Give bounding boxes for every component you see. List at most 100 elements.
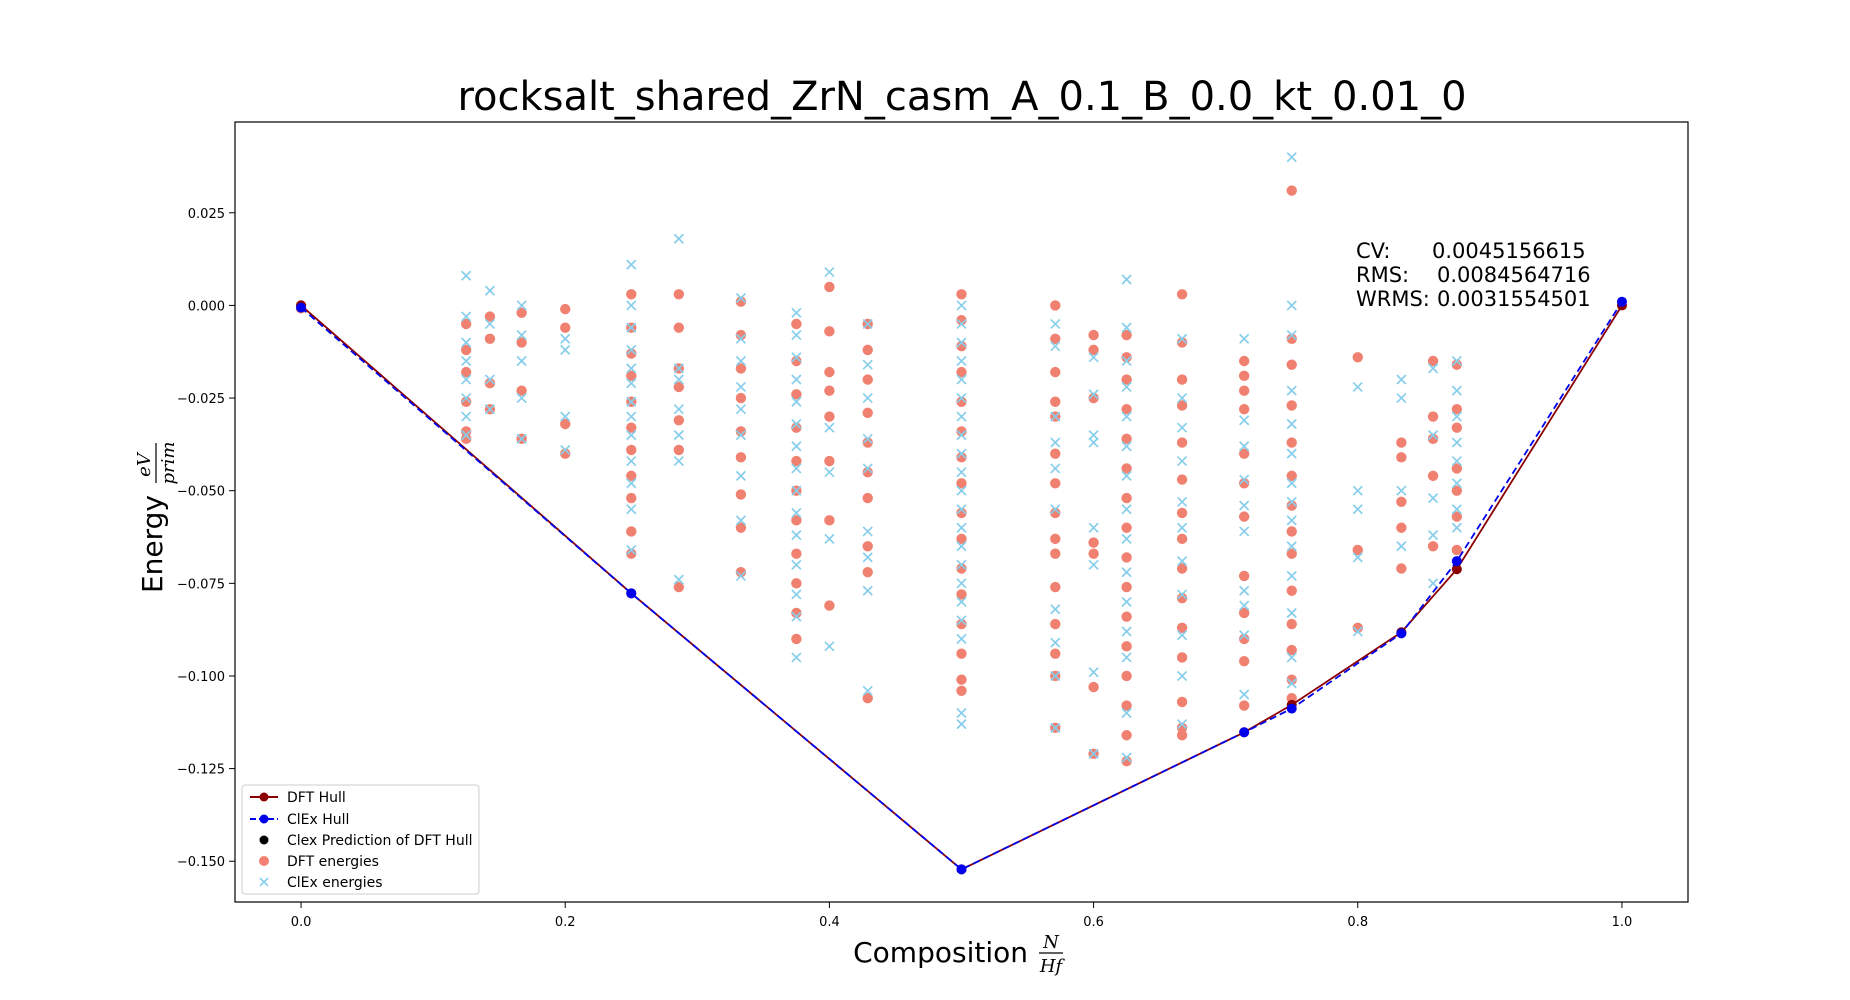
dft-energy-point	[1238, 370, 1250, 382]
dft-energy-point	[673, 289, 685, 300]
dft-energy-point	[1121, 730, 1132, 741]
clex-energy-point	[484, 374, 496, 385]
clex-energy-point	[461, 311, 472, 322]
clex-energy-point	[461, 270, 472, 281]
dft-energy-point	[1286, 359, 1297, 370]
dft-energy-point	[1286, 674, 1297, 685]
legend-dft-hull-label: DFT Hull	[287, 790, 346, 806]
dft-energy-point	[1352, 544, 1363, 556]
dft-energy-point	[1238, 511, 1250, 522]
clex-energy-point	[956, 615, 967, 626]
clex-energy-point	[516, 433, 527, 444]
x-tick-label: 0.8	[1347, 915, 1368, 930]
dft-energy-point	[862, 374, 873, 385]
clex-energy-point	[1176, 496, 1188, 507]
dft-energy-point	[1451, 485, 1463, 496]
dft-energy-point	[1451, 544, 1463, 556]
dft-energy-point	[735, 489, 747, 500]
dft-energy-point	[1176, 730, 1188, 741]
clex-energy-point	[1050, 437, 1061, 448]
x-tick-label: 0.6	[1083, 915, 1104, 930]
dft-energy-point	[1238, 633, 1250, 645]
dft-energy-point	[1088, 537, 1099, 548]
clex-energy-point	[560, 411, 571, 422]
dft-energy-point	[1176, 337, 1188, 348]
clex-energy-point	[791, 418, 802, 430]
dft-energy-point	[1050, 533, 1061, 545]
dft-energy-point	[1286, 548, 1297, 559]
dft-energy-point	[956, 563, 967, 574]
clex-energy-point	[735, 430, 747, 441]
clex-energy-point	[1050, 670, 1061, 682]
dft-energy-point	[824, 411, 835, 422]
dft-energy-point	[1121, 581, 1132, 593]
clex-energy-point	[1050, 637, 1061, 648]
dft-energy-point	[1050, 333, 1061, 344]
clex-energy-point	[791, 374, 802, 385]
clex-energy-point	[956, 633, 967, 645]
dft-energy-point	[1176, 722, 1188, 734]
stat-cv-label: CV:	[1356, 239, 1390, 263]
clex-energy-point	[1286, 478, 1297, 489]
clex-energy-point	[1088, 667, 1099, 678]
dft-energy-point	[1121, 552, 1132, 563]
dft-energy-point	[460, 396, 472, 407]
dft-energy-point	[824, 366, 835, 378]
clex-energy-point	[824, 266, 835, 278]
dft-energy-point	[1396, 522, 1407, 533]
dft-energy-point	[1050, 396, 1061, 407]
clex-energy-point	[791, 307, 802, 318]
clex-energy-point	[1121, 567, 1132, 578]
dft-energy-point	[460, 366, 472, 378]
dft-energy-point	[1121, 522, 1132, 533]
clex-energy-point	[626, 478, 637, 489]
clex-energy-point	[673, 233, 684, 244]
clex-energy-point	[1451, 455, 1462, 467]
dft-energy-point	[1050, 507, 1061, 519]
clex-energy-point	[626, 259, 637, 270]
dft-energy-point	[516, 307, 527, 319]
clex-energy-point	[673, 363, 684, 374]
dft-energy-point	[791, 422, 802, 433]
dft-energy-point	[1176, 507, 1188, 519]
clex-energy-point	[1121, 355, 1132, 367]
dft-energy-point	[1286, 470, 1297, 482]
dft-energy-point	[956, 396, 967, 407]
clex-energy-point	[1451, 437, 1462, 448]
clex-energy-point	[461, 337, 472, 348]
dft-energy-point	[1176, 652, 1188, 663]
dft-energy-point	[791, 318, 802, 330]
dft-energy-point	[1286, 400, 1297, 411]
clex-energy-point	[1352, 381, 1363, 393]
dft-energy-point	[1050, 581, 1061, 593]
clex-energy-point	[626, 344, 637, 355]
dft-energy-point	[956, 685, 967, 696]
clex-energy-point	[862, 526, 873, 537]
clex-energy-point	[560, 444, 571, 456]
clex-energy-point	[461, 411, 472, 422]
x-axis-label-text: Composition	[853, 936, 1028, 969]
x-axis: 0.0 0.2 0.4 0.6 0.8 1.0	[291, 902, 1632, 930]
clex-energy-point	[1121, 470, 1132, 481]
legend-clex-prediction-label: Clex Prediction of DFT Hull	[287, 833, 472, 849]
clex-hull-point	[1396, 628, 1407, 639]
clex-energy-point	[956, 337, 967, 348]
dft-energy-point	[626, 370, 637, 382]
dft-energy-point	[862, 344, 873, 356]
clex-hull-point	[1286, 703, 1297, 714]
clex-energy-point	[1121, 274, 1132, 285]
clex-energy-point	[1176, 670, 1188, 682]
clex-energy-point	[1396, 541, 1407, 552]
clex-energy-point	[862, 392, 873, 404]
clex-energy-point	[1176, 555, 1188, 567]
clex-energy-point	[1427, 363, 1439, 374]
clex-energy-point	[1050, 504, 1061, 515]
legend-dft-energies-marker	[259, 856, 269, 866]
clex-energy-point	[791, 652, 802, 663]
clex-energy-point	[862, 463, 873, 474]
dft-energy-point	[1238, 355, 1250, 367]
clex-energy-point	[560, 344, 571, 355]
clex-energy-point	[824, 422, 835, 433]
x-axis-label: Composition N Hf	[853, 932, 1065, 977]
